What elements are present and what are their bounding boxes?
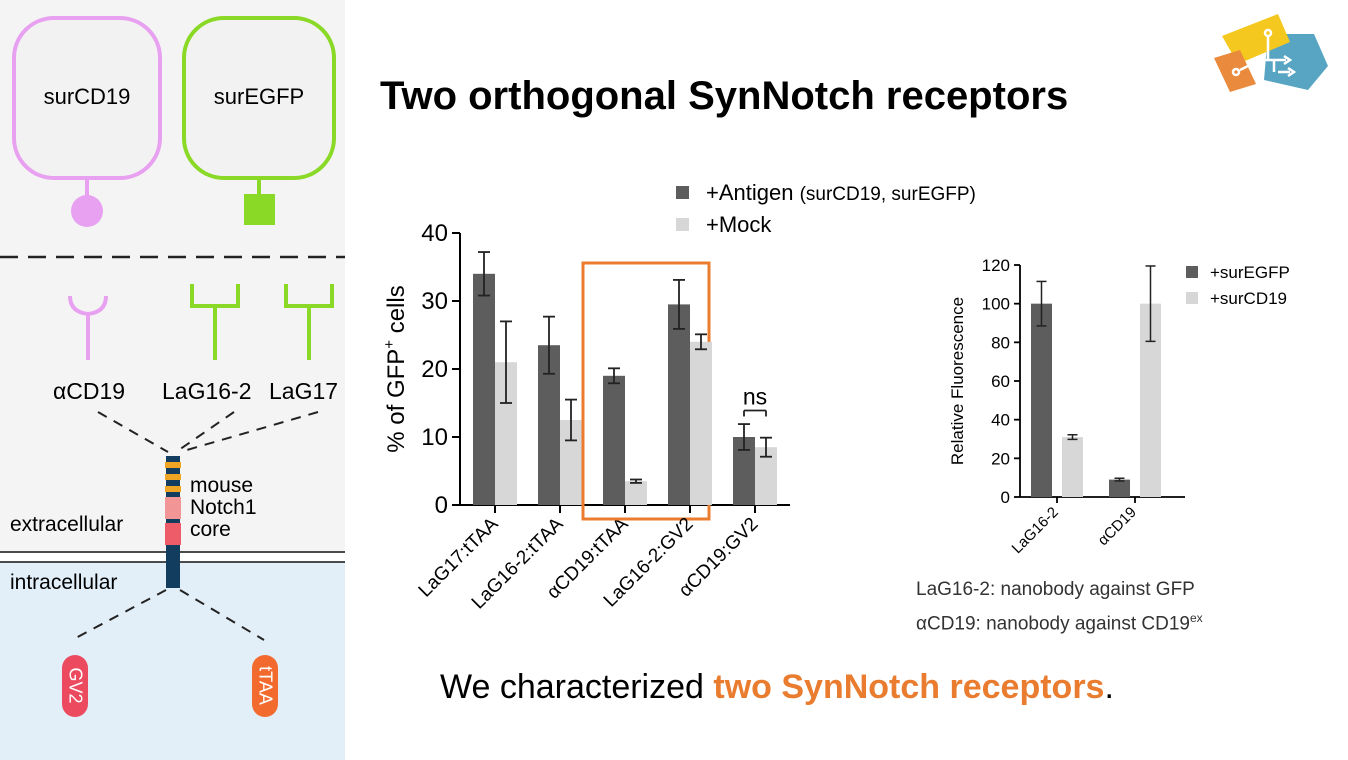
suregfp-cell xyxy=(182,16,336,225)
chart1-legend-antigen-name: +Antigen xyxy=(706,180,800,205)
note-acd19-sup: ex xyxy=(1190,611,1203,625)
gv2-transcription-factor xyxy=(62,655,88,717)
chart1-bar xyxy=(603,375,625,505)
chart1-ylabel-main: % of GFP xyxy=(383,349,410,453)
lag17-label: LaG17 xyxy=(269,378,339,404)
acd19-binder-shape xyxy=(68,295,108,360)
chart1-bar xyxy=(625,481,647,505)
ttaa-transcription-factor xyxy=(252,655,278,717)
chart1-bar xyxy=(668,304,690,505)
chart1-legend-swatch-mock xyxy=(676,218,689,231)
surcd19-label: surCD19 xyxy=(43,84,131,109)
chart1-y-tick-label: 30 xyxy=(421,288,448,315)
diagram-graphics xyxy=(0,0,345,760)
chart1-bar xyxy=(495,362,517,505)
egfp-antigen-square xyxy=(244,194,275,225)
summary-prefix: We characterized xyxy=(440,668,714,706)
notch1-core-receptor xyxy=(165,456,181,588)
slide-title: Two orthogonal SynNotch receptors xyxy=(380,74,1069,118)
core-label-line2: Notch1 xyxy=(190,496,257,519)
cd19-antigen-circle xyxy=(71,195,103,227)
intracellular-label: intracellular xyxy=(10,571,118,594)
summary-highlight: two SynNotch receptors xyxy=(713,668,1105,706)
summary-sentence: We characterized two SynNotch receptors. xyxy=(440,668,1114,707)
chart1-bar xyxy=(473,273,495,505)
notch1-core-label: mouse Notch1 core xyxy=(190,475,257,541)
chart1-bar xyxy=(690,341,712,505)
chart1-bar xyxy=(755,447,777,505)
note-lag16-2: LaG16-2: nanobody against GFP xyxy=(916,579,1195,600)
surcd19-cell xyxy=(12,16,162,227)
chart1-ylabel-tail: cells xyxy=(383,285,410,340)
summary-suffix: . xyxy=(1104,668,1114,706)
binder-connector-lines xyxy=(71,411,319,641)
note-acd19: αCD19: nanobody against CD19ex xyxy=(916,604,1203,638)
synnotch-diagram: surCD19 surEGFP αCD19 LaG16-2 LaG17 mous… xyxy=(0,0,345,760)
core-label-line3: core xyxy=(190,518,231,541)
acd19-label: αCD19 xyxy=(52,378,126,404)
extracellular-label: extracellular xyxy=(10,513,124,536)
chart1-y-tick-label: 10 xyxy=(421,424,448,451)
chart1-legend-antigen-note: (surCD19, surEGFP) xyxy=(800,184,976,205)
chart1-y-tick-label: 40 xyxy=(421,220,448,247)
chart1-y-tick-label: 0 xyxy=(435,492,448,519)
chart1-bar xyxy=(538,345,560,505)
chart1-legend-swatch-antigen xyxy=(676,186,689,199)
team-logo-icon xyxy=(1214,14,1328,92)
chart1-legend-antigen: +Antigen (surCD19, surEGFP) xyxy=(706,180,976,205)
chart1-y-axis-label: % of GFP+ cells xyxy=(381,285,410,452)
chart1-bar xyxy=(733,437,755,505)
note-acd19-main: αCD19: nanobody against CD19 xyxy=(916,613,1190,635)
suregfp-label: surEGFP xyxy=(213,84,305,109)
lag16-2-binder-shape xyxy=(190,284,240,360)
chart1-y-tick-label: 20 xyxy=(421,356,448,383)
lag17-binder-shape xyxy=(284,284,334,360)
chart1-ns-annotation: ns xyxy=(743,383,767,409)
lag16-2-label: LaG16-2 xyxy=(162,378,252,404)
chart1-ylabel-sup: + xyxy=(381,340,398,349)
intracellular-area xyxy=(0,562,345,760)
chart1-legend-mock: +Mock xyxy=(706,212,772,237)
core-label-line1: mouse xyxy=(190,474,254,497)
nanobody-notes: LaG16-2: nanobody against GFP αCD19: nan… xyxy=(916,576,1203,638)
